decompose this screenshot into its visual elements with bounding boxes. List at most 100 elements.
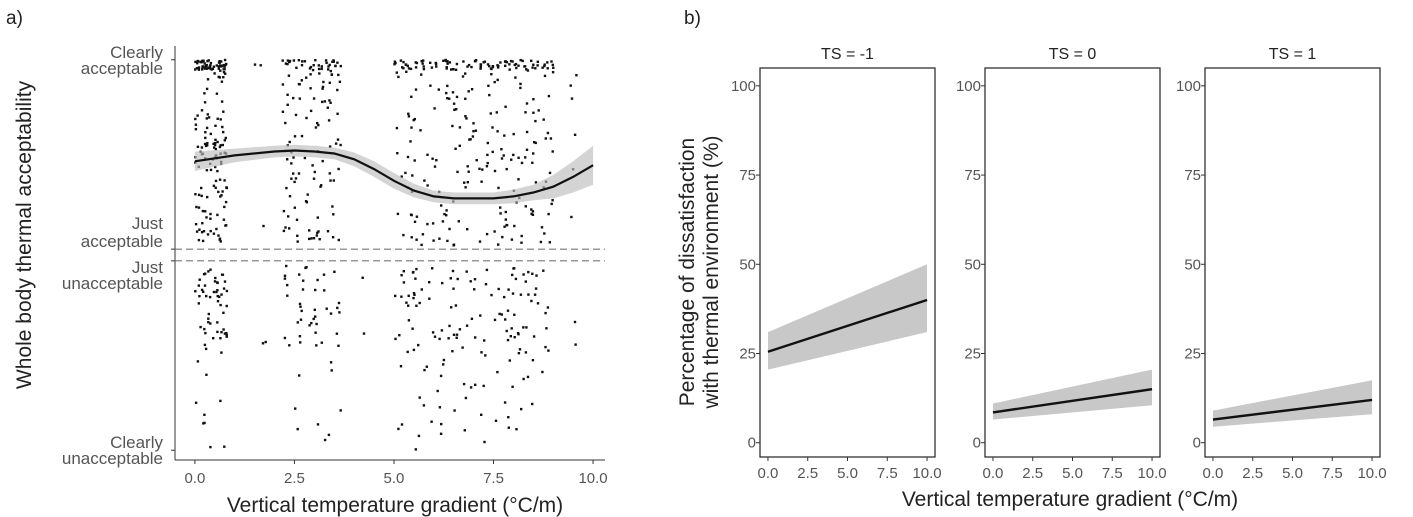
scatter-point <box>312 64 315 67</box>
scatter-point <box>293 206 296 209</box>
scatter-point <box>209 322 212 325</box>
scatter-point <box>223 58 227 62</box>
scatter-point <box>443 212 446 216</box>
scatter-point <box>536 64 539 67</box>
scatter-point <box>396 152 399 155</box>
scatter-point <box>509 59 513 63</box>
scatter-point <box>336 138 340 141</box>
scatter-point <box>463 429 466 432</box>
scatter-point <box>411 174 414 177</box>
scatter-point <box>435 159 438 162</box>
scatter-point <box>200 109 204 112</box>
scatter-point <box>221 143 224 147</box>
scatter-point <box>316 278 319 282</box>
scatter-point <box>197 206 201 209</box>
scatter-point <box>455 336 458 339</box>
scatter-point <box>222 287 226 290</box>
scatter-point <box>517 333 520 336</box>
scatter-point <box>209 268 212 271</box>
scatter-point <box>288 195 292 198</box>
scatter-point <box>499 61 502 64</box>
scatter-point <box>298 97 301 100</box>
scatter-point <box>292 59 296 62</box>
scatter-point <box>431 157 434 160</box>
scatter-point <box>398 334 401 337</box>
scatter-point <box>430 66 434 69</box>
scatter-point <box>201 209 205 213</box>
scatter-point <box>489 112 492 115</box>
scatter-point <box>515 66 518 70</box>
scatter-point <box>321 100 324 104</box>
scatter-point <box>338 80 342 83</box>
scatter-point <box>552 66 555 69</box>
scatter-point <box>479 63 483 67</box>
scatter-point <box>222 63 225 67</box>
scatter-point <box>285 264 288 268</box>
scatter-point <box>464 72 467 75</box>
scatter-point <box>320 65 323 68</box>
scatter-point <box>329 69 332 73</box>
scatter-point <box>497 287 500 291</box>
scatter-point <box>311 164 314 167</box>
y-tick-label: 75 <box>964 167 981 184</box>
scatter-point <box>415 238 418 241</box>
scatter-point <box>551 150 554 153</box>
scatter-point <box>303 60 307 63</box>
scatter-point <box>290 177 293 180</box>
scatter-point <box>223 205 226 209</box>
scatter-point <box>415 267 418 271</box>
scatter-point <box>253 63 257 66</box>
scatter-point <box>451 350 454 353</box>
scatter-point <box>296 234 299 237</box>
scatter-point <box>412 292 416 295</box>
scatter-point <box>206 67 209 70</box>
scatter-point <box>395 71 398 74</box>
scatter-point <box>298 374 301 377</box>
scatter-point <box>298 273 301 276</box>
scatter-point <box>205 373 208 376</box>
scatter-point <box>208 295 212 299</box>
scatter-point <box>513 224 516 228</box>
scatter-point <box>194 193 197 196</box>
scatter-point <box>504 64 507 67</box>
y-tick-label: 25 <box>739 346 756 363</box>
scatter-point <box>326 106 329 109</box>
facet-strip-label: TS = -1 <box>821 46 874 63</box>
scatter-point <box>207 270 210 273</box>
scatter-point <box>456 170 459 174</box>
scatter-point <box>299 305 302 308</box>
scatter-point <box>206 144 209 147</box>
scatter-point <box>497 186 500 190</box>
scatter-point <box>407 319 411 322</box>
scatter-point <box>406 155 410 159</box>
scatter-point <box>500 157 504 160</box>
scatter-point <box>206 195 209 199</box>
scatter-point <box>435 65 438 68</box>
y-level-label: Just <box>132 214 163 233</box>
scatter-point <box>201 65 204 68</box>
scatter-point <box>328 145 332 148</box>
scatter-point <box>513 313 516 316</box>
scatter-point <box>221 125 224 129</box>
scatter-point <box>336 112 339 115</box>
scatter-point <box>361 276 364 279</box>
scatter-point <box>339 64 342 68</box>
scatter-point <box>287 74 291 77</box>
scatter-point <box>474 60 477 63</box>
scatter-point <box>216 321 219 324</box>
scatter-point <box>539 240 543 244</box>
scatter-point <box>195 67 199 70</box>
scatter-point <box>219 195 222 198</box>
scatter-point <box>466 65 469 68</box>
scatter-point <box>468 138 471 141</box>
scatter-point <box>215 92 219 95</box>
scatter-point <box>209 64 212 67</box>
scatter-point <box>504 210 507 214</box>
scatter-point <box>318 72 321 75</box>
y-tick-label: 50 <box>964 256 981 273</box>
scatter-point <box>442 358 446 362</box>
y-level-label: unacceptable <box>62 449 163 468</box>
facet-frame <box>759 67 936 458</box>
scatter-point <box>507 288 510 291</box>
scatter-point <box>452 333 456 336</box>
